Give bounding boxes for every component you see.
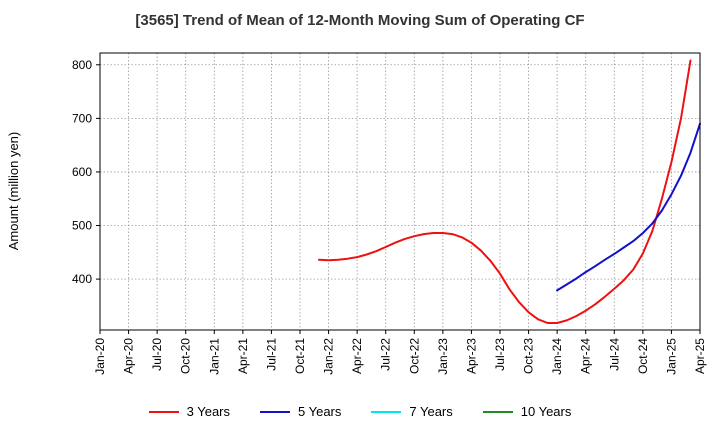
legend: 3 Years 5 Years 7 Years 10 Years	[0, 404, 720, 419]
x-axis-ticks: Jan-20 Apr-20 Jul-20 Oct-20 Jan-21 Apr-21 Jul-…	[93, 330, 707, 375]
y-axis-ticks: 400 500 600 700 800	[72, 58, 100, 286]
x-tick-label: Oct-20	[179, 338, 193, 374]
legend-swatch-3-years	[148, 410, 179, 413]
legend-item: 5 Years	[260, 404, 341, 419]
x-tick-label: Jan-22	[322, 338, 336, 375]
x-tick-label: Jan-23	[436, 338, 450, 375]
series-line-5-years	[556, 122, 701, 292]
y-tick-label: 700	[72, 111, 92, 125]
x-tick-label: Jan-24	[550, 338, 564, 375]
series-lines	[318, 59, 701, 324]
x-tick-label: Jul-22	[379, 338, 393, 371]
x-tick-label: Oct-23	[522, 338, 536, 374]
series-line-3-years	[318, 59, 692, 324]
y-tick-label: 800	[72, 58, 92, 72]
legend-label: 5 Years	[298, 404, 342, 419]
legend-item: 10 Years	[482, 404, 572, 419]
x-tick-label: Jul-20	[150, 338, 164, 371]
legend-item: 3 Years	[148, 404, 230, 419]
legend-swatch-10-years	[482, 410, 513, 413]
x-tick-label: Apr-25	[693, 338, 707, 374]
legend-swatch-5-years	[260, 410, 290, 413]
legend-label: 3 Years	[186, 404, 230, 419]
legend-label: 7 Years	[409, 404, 453, 419]
legend-swatch-7-years	[371, 410, 402, 413]
x-tick-label: Apr-21	[236, 338, 250, 374]
x-tick-label: Jan-25	[664, 338, 678, 375]
x-tick-label: Apr-20	[122, 338, 136, 374]
x-tick-label: Oct-21	[293, 338, 307, 374]
chart-title: [3565] Trend of Mean of 12-Month Moving …	[135, 12, 585, 29]
y-tick-label: 600	[72, 165, 92, 179]
x-tick-label: Jul-23	[493, 338, 507, 371]
x-tick-label: Apr-23	[464, 338, 478, 374]
x-tick-label: Jan-20	[93, 338, 107, 375]
x-tick-label: Jan-21	[207, 338, 221, 375]
y-axis-label: Amount (million yen)	[6, 132, 21, 251]
grid	[99, 53, 701, 330]
x-tick-label: Jul-21	[264, 338, 278, 371]
y-tick-label: 500	[72, 219, 92, 233]
legend-label: 10 Years	[520, 404, 572, 419]
x-tick-label: Apr-22	[350, 338, 364, 374]
plot-frame	[99, 52, 701, 331]
x-tick-label: Apr-24	[579, 338, 593, 374]
x-tick-label: Jul-24	[607, 338, 621, 371]
x-tick-label: Oct-24	[636, 338, 650, 374]
x-tick-label: Oct-22	[407, 338, 421, 374]
legend-item: 7 Years	[371, 404, 453, 419]
y-tick-label: 400	[72, 272, 92, 286]
